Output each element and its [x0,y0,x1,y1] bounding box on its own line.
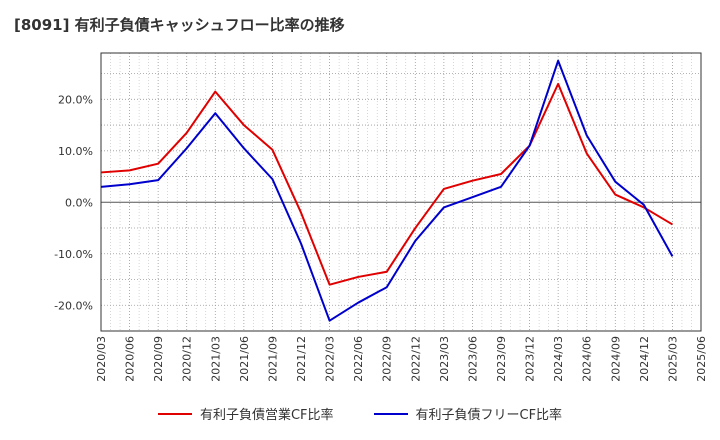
x-tick-label: 2021/03 [209,336,222,382]
y-axis-ticks: -20.0% -10.0% 0.0% 10.0% 20.0% [54,93,93,312]
plot-area [100,52,702,332]
x-tick-label: 2025/06 [695,336,708,382]
x-tick-label: 2025/03 [666,336,679,382]
legend-item-operating-cf: 有利子負債営業CF比率 [157,404,334,423]
y-tick-label: 20.0% [58,93,93,106]
legend-label: 有利子負債営業CF比率 [199,408,334,423]
x-tick-label: 2021/12 [295,336,308,382]
x-tick-label: 2022/03 [324,336,337,382]
x-tick-label: 2022/09 [381,336,394,382]
x-tick-label: 2024/09 [609,336,622,382]
x-tick-label: 2020/06 [124,336,137,382]
series-line-operating-cf [100,82,673,286]
x-tick-label: 2020/03 [95,336,108,382]
y-tick-label: 10.0% [58,145,93,158]
x-tick-label: 2020/09 [152,336,165,382]
x-tick-label: 2023/09 [495,336,508,382]
x-tick-label: 2021/09 [266,336,279,382]
x-tick-label: 2023/12 [524,336,537,382]
x-tick-label: 2021/06 [238,336,251,382]
series-line-free-cf [100,59,674,322]
x-tick-label: 2022/12 [409,336,422,382]
chart-title: [8091] 有利子負債キャッシュフロー比率の推移 [14,16,345,34]
x-axis-ticks: 2020/03 2020/06 2020/09 2020/12 2021/03 2021/… [95,336,708,382]
grid-lines [100,53,702,332]
x-tick-label: 2024/03 [552,336,565,382]
legend-label: 有利子負債フリーCF比率 [415,408,563,423]
x-tick-label: 2024/06 [581,336,594,382]
x-tick-label: 2023/06 [466,336,479,382]
y-tick-label: -10.0% [54,248,93,261]
legend-item-free-cf: 有利子負債フリーCF比率 [373,404,563,423]
y-tick-label: -20.0% [54,299,93,312]
legend: 有利子負債営業CF比率 有利子負債フリーCF比率 [0,404,720,423]
x-tick-label: 2022/06 [352,336,365,382]
x-tick-label: 2024/12 [638,336,651,382]
x-tick-label: 2020/12 [181,336,194,382]
legend-swatch-blue [373,412,408,415]
series-lines [100,59,674,322]
x-tick-label: 2023/03 [438,336,451,382]
legend-swatch-red [157,412,192,415]
y-tick-label: 0.0% [65,196,93,209]
